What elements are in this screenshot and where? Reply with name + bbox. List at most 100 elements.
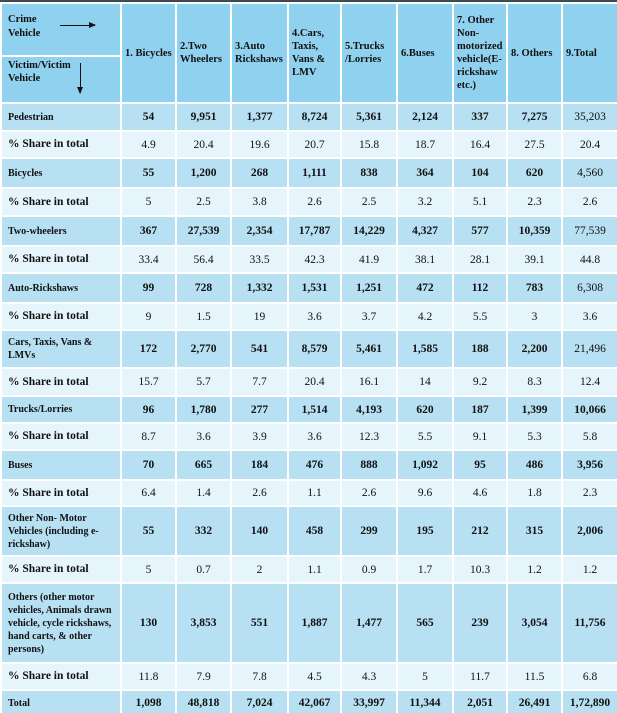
table-cell: 10.3 bbox=[452, 555, 508, 584]
table-cell: 96 bbox=[120, 395, 177, 424]
table-cell: 1,200 bbox=[175, 157, 232, 189]
table-cell: 9 bbox=[120, 302, 177, 331]
table-row: Two-wheelers 367 27,539 2,354 17,787 14,229 4,… bbox=[0, 215, 617, 247]
table-cell: 35,203 bbox=[561, 102, 617, 132]
table-cell: 195 bbox=[396, 505, 454, 557]
table-cell: 4,560 bbox=[561, 157, 617, 189]
table-cell: 888 bbox=[340, 449, 398, 481]
table-cell: 19 bbox=[230, 302, 289, 331]
table-row: Others (other motor vehicles, Animals dr… bbox=[0, 582, 617, 664]
table-cell: 27,539 bbox=[175, 215, 232, 247]
share-row: % Share in total 33.4 56.4 33.5 42.3 41.9 38.1… bbox=[0, 245, 617, 274]
table-cell: 99 bbox=[120, 272, 177, 304]
table-cell: 11.8 bbox=[120, 662, 177, 691]
row-label: % Share in total bbox=[0, 555, 122, 584]
table-cell: 1,111 bbox=[287, 157, 342, 189]
column-header: 6.Buses bbox=[396, 2, 454, 104]
table-cell: 27.5 bbox=[506, 130, 563, 159]
table-cell: 4.9 bbox=[120, 130, 177, 159]
table-cell: 1,098 bbox=[120, 689, 177, 713]
table-cell: 0.9 bbox=[340, 555, 398, 584]
table-cell: 212 bbox=[452, 505, 508, 557]
table-row: Total 1,098 48,818 7,024 42,067 33,997 11,344 2… bbox=[0, 689, 617, 713]
table-cell: 17,787 bbox=[287, 215, 342, 247]
table-cell: 476 bbox=[287, 449, 342, 481]
share-row: % Share in total 9 1.5 19 3.6 3.7 4.2 5.5 3 3.6 bbox=[0, 302, 617, 331]
arrow-down-icon bbox=[77, 63, 83, 94]
table-cell: 2,006 bbox=[561, 505, 617, 557]
table-cell: 3.2 bbox=[396, 187, 454, 217]
table-cell: 277 bbox=[230, 395, 289, 424]
table-cell: 187 bbox=[452, 395, 508, 424]
table-cell: 565 bbox=[396, 582, 454, 664]
row-label: % Share in total bbox=[0, 479, 122, 507]
table-cell: 1,477 bbox=[340, 582, 398, 664]
table-cell: 2.6 bbox=[230, 479, 289, 507]
share-row: % Share in total 15.7 5.7 7.7 20.4 16.1 14 9.2 8… bbox=[0, 367, 617, 397]
table-cell: 2.6 bbox=[340, 479, 398, 507]
table-cell: 3,853 bbox=[175, 582, 232, 664]
victim-vehicle-text: Victim/Victim Vehicle bbox=[8, 60, 71, 84]
crime-vehicle-text: Crime Vehicle bbox=[8, 14, 41, 39]
table-row: Buses 70 665 184 476 888 1,092 95 486 3,956 bbox=[0, 449, 617, 481]
column-header: 2.Two Wheelers bbox=[175, 2, 232, 104]
table-cell: 8.7 bbox=[120, 422, 177, 451]
table-cell: 1,092 bbox=[396, 449, 454, 481]
table-cell: 1,399 bbox=[506, 395, 563, 424]
table-cell: 77,539 bbox=[561, 215, 617, 247]
table-cell: 1.7 bbox=[396, 555, 454, 584]
table-cell: 5 bbox=[396, 662, 454, 691]
row-label: % Share in total bbox=[0, 245, 122, 274]
table-cell: 2.5 bbox=[175, 187, 232, 217]
table-cell: 16.4 bbox=[452, 130, 508, 159]
table-cell: 783 bbox=[506, 272, 563, 304]
row-label: Auto-Rickshaws bbox=[0, 272, 122, 304]
table-cell: 3,956 bbox=[561, 449, 617, 481]
table-cell: 9,951 bbox=[175, 102, 232, 132]
table-cell: 5 bbox=[120, 187, 177, 217]
table-cell: 10,066 bbox=[561, 395, 617, 424]
table-cell: 1.2 bbox=[561, 555, 617, 584]
table-cell: 8.3 bbox=[506, 367, 563, 397]
table-cell: 70 bbox=[120, 449, 177, 481]
share-row: % Share in total 5 2.5 3.8 2.6 2.5 3.2 5.1 2.3 2.… bbox=[0, 187, 617, 217]
row-label: % Share in total bbox=[0, 662, 122, 691]
table-cell: 364 bbox=[396, 157, 454, 189]
table-cell: 3.8 bbox=[230, 187, 289, 217]
column-header: 5.Trucks /Lorries bbox=[340, 2, 398, 104]
table-cell: 3.6 bbox=[287, 302, 342, 331]
table-cell: 39.1 bbox=[506, 245, 563, 274]
table-cell: 5.8 bbox=[561, 422, 617, 451]
table-cell: 26,491 bbox=[506, 689, 563, 713]
table-cell: 41.9 bbox=[340, 245, 398, 274]
table-cell: 4,327 bbox=[396, 215, 454, 247]
table-cell: 7.8 bbox=[230, 662, 289, 691]
table-cell: 12.3 bbox=[340, 422, 398, 451]
table-cell: 1.4 bbox=[175, 479, 232, 507]
table-cell: 3.6 bbox=[287, 422, 342, 451]
table-cell: 7,024 bbox=[230, 689, 289, 713]
table-cell: 1.2 bbox=[506, 555, 563, 584]
table-cell: 6.8 bbox=[561, 662, 617, 691]
share-row: % Share in total 6.4 1.4 2.6 1.1 2.6 9.6 4.6 1.8… bbox=[0, 479, 617, 507]
arrow-right-icon bbox=[60, 22, 96, 28]
table-cell: 11.7 bbox=[452, 662, 508, 691]
table-cell: 5 bbox=[120, 555, 177, 584]
row-label: Trucks/Lorries bbox=[0, 395, 122, 424]
table-cell: 20.7 bbox=[287, 130, 342, 159]
table-cell: 12.4 bbox=[561, 367, 617, 397]
header-row: Crime Vehicle Victim/Victim Vehicle 1. B… bbox=[0, 2, 617, 104]
table-cell: 11.5 bbox=[506, 662, 563, 691]
table-cell: 3.7 bbox=[340, 302, 398, 331]
row-label: Total bbox=[0, 689, 122, 713]
table-cell: 33,997 bbox=[340, 689, 398, 713]
table-cell: 14,229 bbox=[340, 215, 398, 247]
table-cell: 577 bbox=[452, 215, 508, 247]
table-cell: 4.3 bbox=[340, 662, 398, 691]
table-cell: 3.6 bbox=[561, 302, 617, 331]
table-cell: 367 bbox=[120, 215, 177, 247]
table-cell: 112 bbox=[452, 272, 508, 304]
table-cell: 0.7 bbox=[175, 555, 232, 584]
table-cell: 2 bbox=[230, 555, 289, 584]
column-header: 3.Auto Rickshaws bbox=[230, 2, 289, 104]
